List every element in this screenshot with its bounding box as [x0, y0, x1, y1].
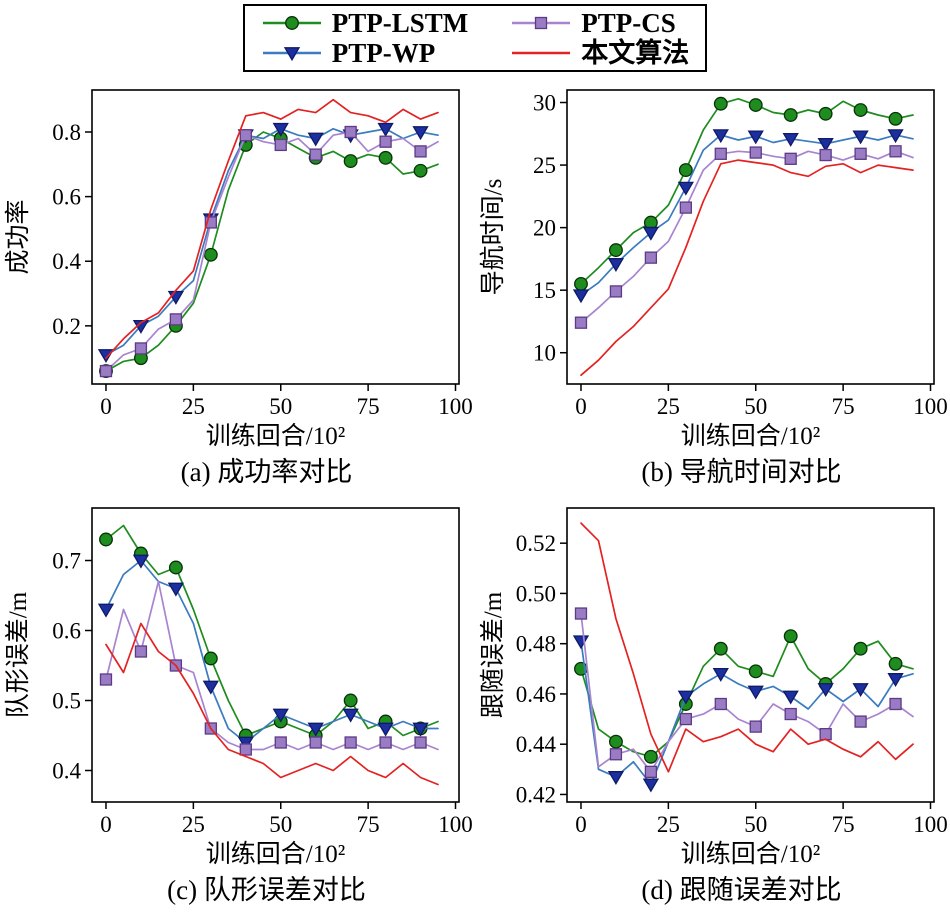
legend-item-ptp-cs: PTP-CS	[510, 8, 689, 38]
svg-text:20: 20	[533, 216, 556, 241]
svg-text:0: 0	[575, 812, 587, 837]
svg-text:100: 100	[913, 812, 948, 837]
svg-text:跟随误差/m: 跟随误差/m	[479, 591, 507, 718]
svg-text:训练回合/10²: 训练回合/10²	[206, 840, 345, 868]
chart-d: 0 25 50 75 100 0.42 0.44 0.46 0.48 0.50 0.52 训练回合/1…	[475, 496, 950, 912]
svg-text:75: 75	[832, 394, 855, 419]
legend-label-benwen: 本文算法	[581, 38, 690, 68]
svg-text:成功率: 成功率	[4, 199, 32, 274]
svg-text:导航时间/s: 导航时间/s	[479, 179, 507, 296]
svg-text:0.4: 0.4	[52, 249, 81, 274]
svg-text:100: 100	[913, 394, 948, 419]
chart-a: 0 25 50 75 100 0.2 0.4 0.6 0.8 训练回合/10² 成功率 (a) 成功…	[0, 78, 475, 494]
svg-text:25: 25	[182, 812, 205, 837]
legend-item-benwen: 本文算法	[510, 38, 689, 68]
svg-text:50: 50	[269, 812, 292, 837]
svg-text:0.6: 0.6	[52, 185, 81, 210]
svg-text:0.52: 0.52	[516, 531, 556, 556]
svg-text:0: 0	[100, 812, 112, 837]
svg-text:训练回合/10²: 训练回合/10²	[206, 422, 345, 450]
svg-text:0: 0	[100, 394, 112, 419]
legend-swatch-ptp-lstm-icon	[262, 16, 321, 30]
svg-text:25: 25	[657, 394, 680, 419]
chart-c: 0 25 50 75 100 0.4 0.5 0.6 0.7 训练回合/10² 队形误差/m (c)…	[0, 496, 475, 912]
svg-text:25: 25	[182, 394, 205, 419]
svg-text:训练回合/10²: 训练回合/10²	[681, 422, 820, 450]
legend-label-ptp-wp: PTP-WP	[331, 38, 436, 68]
svg-text:队形误差/m: 队形误差/m	[4, 591, 32, 718]
svg-text:50: 50	[269, 394, 292, 419]
svg-text:0.48: 0.48	[516, 632, 556, 657]
svg-text:0.42: 0.42	[516, 782, 556, 807]
legend-label-ptp-cs: PTP-CS	[581, 8, 676, 38]
legend-item-ptp-wp: PTP-WP	[261, 38, 469, 68]
legend-item-ptp-lstm: PTP-LSTM	[261, 8, 469, 38]
svg-text:30: 30	[533, 91, 556, 116]
svg-text:0.44: 0.44	[516, 732, 557, 757]
svg-text:25: 25	[657, 812, 680, 837]
svg-text:0.6: 0.6	[52, 619, 81, 644]
chart-b-caption: (b) 导航时间对比	[641, 457, 842, 487]
legend-swatch-ptp-wp-icon	[262, 47, 321, 62]
chart-d-caption: (d) 跟随误差对比	[641, 875, 842, 905]
svg-text:75: 75	[357, 812, 380, 837]
svg-text:0: 0	[575, 394, 587, 419]
svg-text:0.4: 0.4	[52, 759, 81, 784]
legend-swatch-ptp-cs-icon	[512, 16, 571, 30]
chart-b-plot: 0 25 50 75 100 10 15 20 25 30 训练回合/10² 导航时间/s	[479, 89, 948, 450]
svg-text:100: 100	[438, 812, 473, 837]
svg-text:0.50: 0.50	[516, 581, 556, 606]
legend: PTP-LSTM PTP-CS PTP-WP 本文算法	[242, 4, 708, 72]
svg-text:50: 50	[744, 394, 767, 419]
legend-label-ptp-lstm: PTP-LSTM	[331, 8, 469, 38]
svg-text:25: 25	[533, 153, 556, 178]
svg-text:0.46: 0.46	[516, 682, 556, 707]
svg-text:15: 15	[533, 278, 556, 303]
chart-c-caption: (c) 队形误差对比	[167, 875, 366, 905]
chart-grid: 0 25 50 75 100 0.2 0.4 0.6 0.8 训练回合/10² 成功率 (a) 成功…	[0, 78, 950, 912]
svg-text:0.5: 0.5	[52, 689, 81, 714]
chart-b: 0 25 50 75 100 10 15 20 25 30 训练回合/10² 导航时间/s (b) 导…	[475, 78, 950, 494]
svg-text:0.7: 0.7	[52, 549, 81, 574]
svg-text:0.2: 0.2	[52, 314, 81, 339]
chart-a-caption: (a) 成功率对比	[180, 457, 353, 487]
svg-text:100: 100	[438, 394, 473, 419]
svg-text:训练回合/10²: 训练回合/10²	[681, 840, 820, 868]
svg-text:75: 75	[357, 394, 380, 419]
legend-swatch-benwen-icon	[512, 51, 571, 55]
svg-text:0.8: 0.8	[52, 120, 81, 145]
svg-text:10: 10	[533, 341, 556, 366]
chart-c-plot: 0 25 50 75 100 0.4 0.5 0.6 0.7 训练回合/10² 队形误差/m	[4, 507, 473, 868]
chart-a-plot: 0 25 50 75 100 0.2 0.4 0.6 0.8 训练回合/10² 成功率	[4, 89, 473, 450]
chart-d-plot: 0 25 50 75 100 0.42 0.44 0.46 0.48 0.50 0.52 训练回合/1…	[479, 507, 948, 868]
svg-text:75: 75	[832, 812, 855, 837]
svg-text:50: 50	[744, 812, 767, 837]
